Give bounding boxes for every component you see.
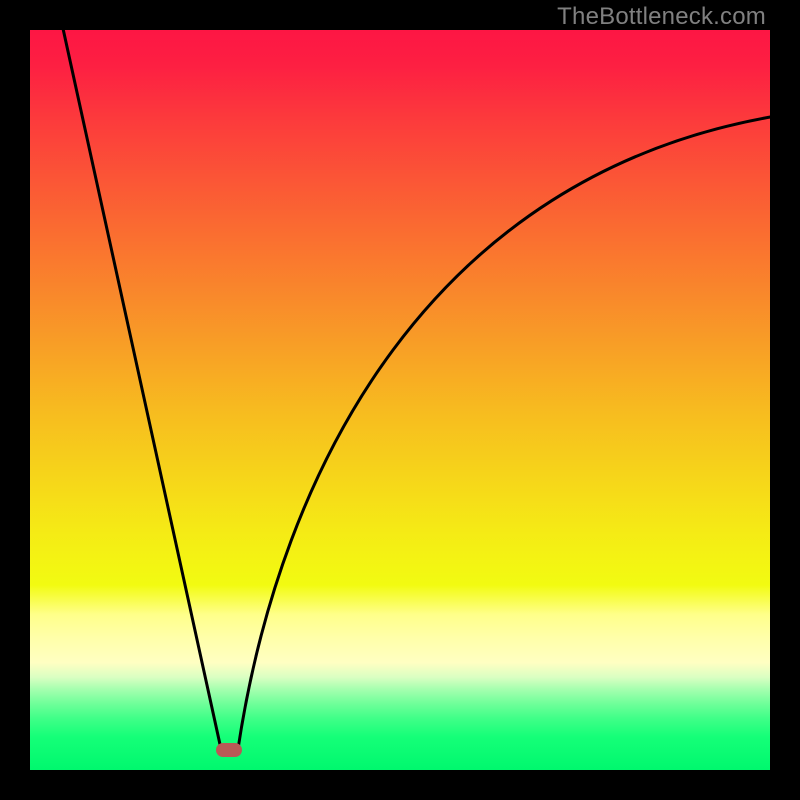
bottleneck-curve-right [238,116,776,749]
bottleneck-curve-left [62,24,221,749]
curve-layer [0,0,800,800]
optimal-point-marker [216,743,242,757]
chart-stage: TheBottleneck.com [0,0,800,800]
